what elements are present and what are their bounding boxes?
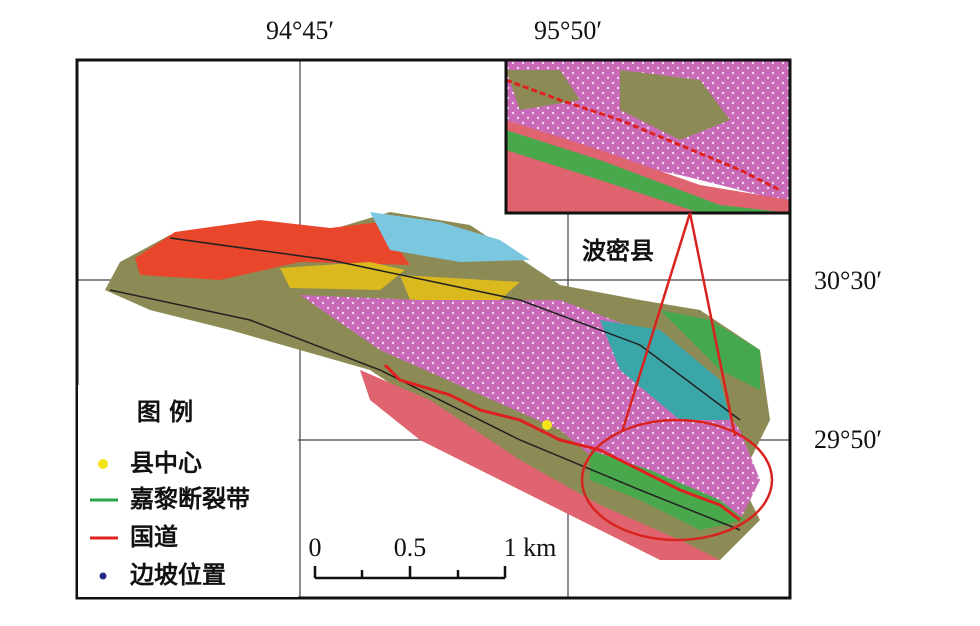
legend-label: 嘉黎断裂带	[130, 485, 250, 513]
geology	[105, 212, 770, 560]
scale-label: 1 km	[504, 533, 557, 562]
longitude-label: 95°50′	[534, 16, 602, 45]
place-label: 波密县	[582, 237, 654, 265]
longitude-label: 94°45′	[266, 16, 334, 45]
legend-title: 图 例	[137, 398, 193, 426]
map-frame	[75, 58, 792, 600]
latitude-label: 30°30′	[814, 266, 882, 295]
scale-bar	[313, 566, 507, 580]
scale-label: 0.5	[394, 533, 427, 562]
legend-symbol	[98, 459, 108, 469]
inset-map	[504, 58, 792, 215]
legend-background	[78, 385, 298, 597]
inset-callout	[580, 212, 774, 542]
legend-label: 国道	[130, 523, 178, 551]
legend-symbol	[99, 572, 107, 580]
legend-label: 县中心	[130, 449, 202, 477]
legend-label: 边坡位置	[130, 561, 226, 589]
scale-label: 0	[309, 533, 322, 562]
latitude-label: 29°50′	[814, 425, 882, 454]
